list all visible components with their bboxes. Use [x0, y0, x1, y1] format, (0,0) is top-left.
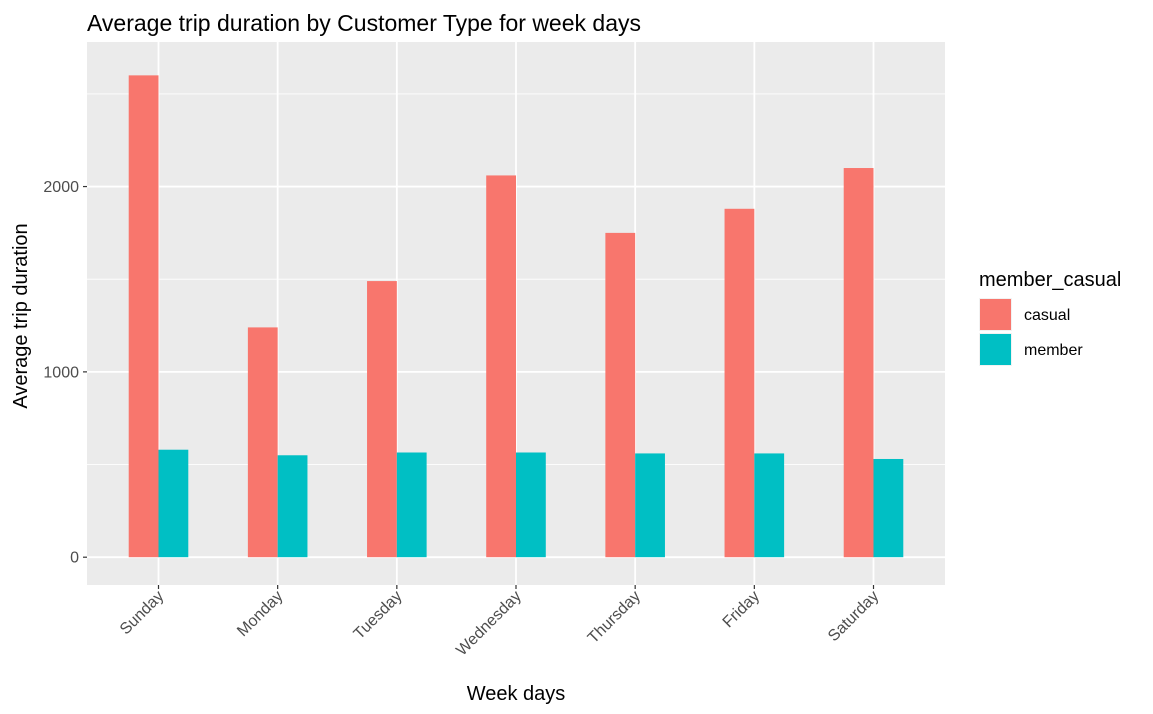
chart-title: Average trip duration by Customer Type f… — [87, 10, 641, 36]
x-tick-label-saturday: Saturday — [825, 588, 882, 645]
bar-casual-wednesday — [486, 175, 516, 558]
bar-casual-friday — [724, 208, 755, 558]
y-tick-label: 2000 — [43, 179, 79, 196]
bar-casual-tuesday — [367, 281, 397, 558]
bar-member-friday — [754, 453, 785, 558]
bars — [128, 75, 904, 558]
bar-casual-sunday — [128, 75, 159, 558]
y-tick-label: 0 — [70, 550, 79, 567]
x-tick-label-sunday: Sunday — [117, 588, 167, 638]
x-tick-label-friday: Friday — [720, 588, 763, 631]
bar-casual-monday — [247, 327, 278, 558]
bar-member-thursday — [635, 453, 665, 558]
legend-label-member: member — [1024, 342, 1083, 359]
y-axis-title: Average trip duration — [10, 223, 32, 408]
bar-casual-saturday — [843, 168, 874, 558]
bar-member-monday — [277, 455, 308, 558]
legend-swatch-member — [980, 334, 1011, 365]
bar-member-saturday — [873, 458, 904, 558]
legend: member_casual casual member — [979, 269, 1121, 366]
x-tick-label-thursday: Thursday — [585, 588, 644, 647]
legend-label-casual: casual — [1024, 307, 1070, 324]
legend-swatch-casual — [980, 299, 1011, 330]
bar-member-sunday — [158, 449, 189, 558]
legend-items: casual member — [979, 298, 1083, 366]
legend-title: member_casual — [979, 269, 1121, 291]
bar-member-tuesday — [396, 452, 427, 558]
y-tick-label: 1000 — [43, 364, 79, 381]
x-tick-label-monday: Monday — [234, 588, 286, 640]
bar-member-wednesday — [516, 452, 546, 558]
x-axis-title: Week days — [467, 683, 566, 705]
x-axis: Sunday Monday Tuesday Wednesday Thursday Frid… — [117, 585, 882, 659]
x-tick-label-wednesday: Wednesday — [453, 588, 525, 660]
bar-casual-thursday — [605, 232, 636, 558]
y-axis: 0 1000 2000 — [43, 179, 87, 567]
x-tick-label-tuesday: Tuesday — [351, 588, 406, 643]
